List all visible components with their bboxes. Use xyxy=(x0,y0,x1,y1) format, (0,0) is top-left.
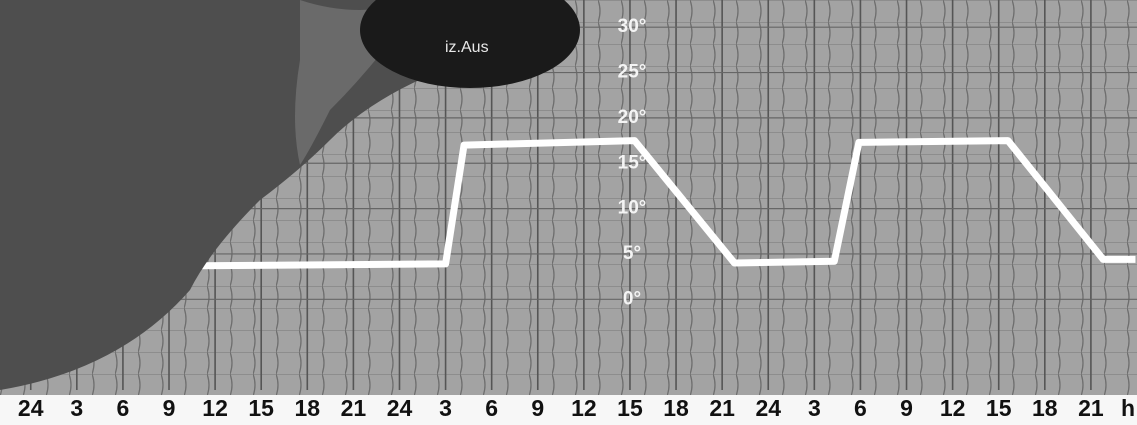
x-tick-label: 24 xyxy=(387,395,413,421)
x-tick-label: 12 xyxy=(571,395,597,421)
x-tick-label: 3 xyxy=(439,395,452,421)
x-tick-label: 6 xyxy=(854,395,867,421)
x-tick-label: 12 xyxy=(940,395,966,421)
x-tick-label: 15 xyxy=(986,395,1012,421)
y-tick-label: 15° xyxy=(618,152,647,173)
x-tick-label: 3 xyxy=(808,395,821,421)
x-tick-label: 6 xyxy=(485,395,498,421)
x-tick-label: 21 xyxy=(709,395,735,421)
temperature-line xyxy=(199,137,1136,270)
x-tick-label: 18 xyxy=(295,395,321,421)
hand xyxy=(0,0,560,390)
knob xyxy=(360,0,580,88)
y-tick-label: 0° xyxy=(623,288,641,309)
x-tick-label: 9 xyxy=(531,395,544,421)
x-unit: h xyxy=(1121,395,1135,421)
x-tick-label: 21 xyxy=(1078,395,1104,421)
x-tick-label: 24 xyxy=(18,395,44,421)
x-tick-label: 6 xyxy=(117,395,130,421)
x-tick-label: 21 xyxy=(341,395,367,421)
x-tick-label: 9 xyxy=(163,395,176,421)
x-tick-label: 15 xyxy=(248,395,274,421)
y-tick-label: 25° xyxy=(618,62,647,83)
x-tick-label: 12 xyxy=(202,395,228,421)
y-tick-label: 5° xyxy=(623,243,641,264)
axis-strip xyxy=(0,395,1137,425)
x-tick-label: 15 xyxy=(617,395,643,421)
x-tick-label: 24 xyxy=(755,395,781,421)
x-tick-label: 3 xyxy=(70,395,83,421)
x-tick-label: 9 xyxy=(900,395,913,421)
y-tick-label: 30° xyxy=(618,16,647,37)
x-tick-label: 18 xyxy=(663,395,689,421)
y-tick-label: 20° xyxy=(618,107,647,128)
y-tick-label: 10° xyxy=(618,198,647,219)
knob-label: iz.Aus xyxy=(445,39,489,56)
x-tick-label: 18 xyxy=(1032,395,1058,421)
